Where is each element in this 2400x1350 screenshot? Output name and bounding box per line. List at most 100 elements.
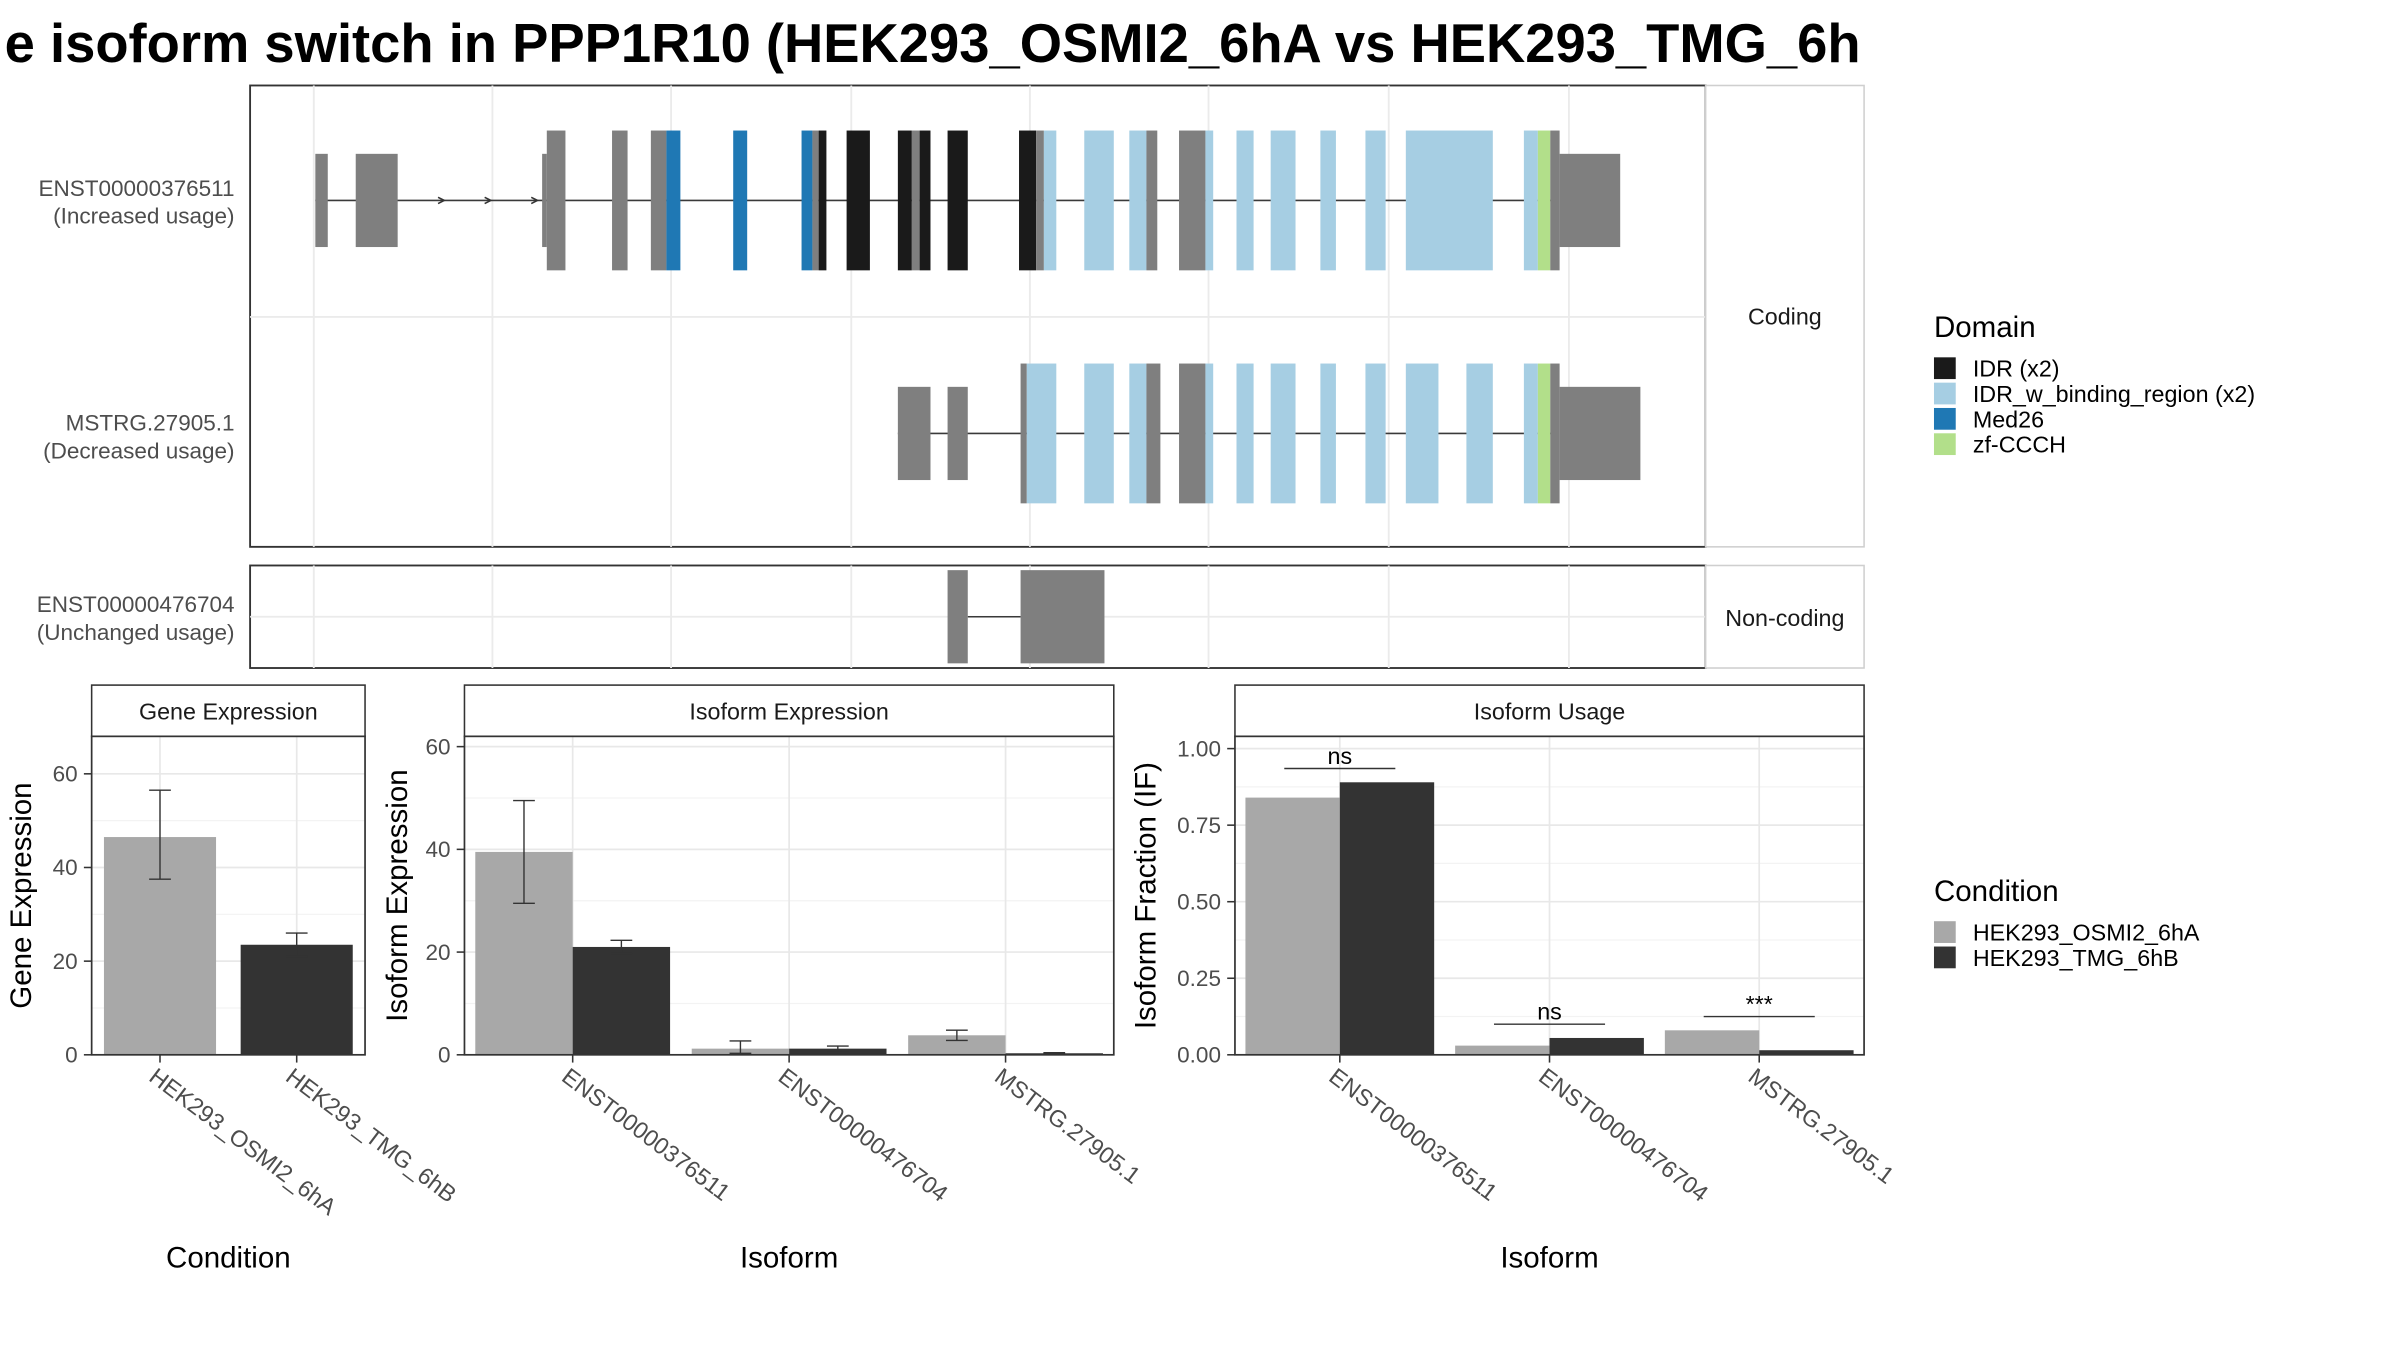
x-tick-label: ENST00000376511 <box>557 1063 735 1206</box>
legend-label-IDR: IDR (x2) <box>1973 356 2060 382</box>
panel-title: Isoform Usage <box>1474 698 1625 724</box>
x-axis-title: Isoform <box>1500 1242 1598 1275</box>
exon-block <box>1559 386 1641 481</box>
domain-block-IDR <box>947 130 968 271</box>
y-tick-label: 40 <box>425 837 450 862</box>
exon-block <box>1550 363 1560 504</box>
legend-label-IDR_w_binding_region: IDR_w_binding_region (x2) <box>1973 381 2255 407</box>
facet-label-noncoding: Non-coding <box>1725 605 1844 631</box>
domain-block-IDR_w_binding_region <box>1320 363 1336 504</box>
exon-block <box>1146 363 1161 504</box>
legend-swatch-cond1 <box>1933 921 1956 943</box>
x-tick-label: MSTRG.27905.1 <box>1744 1063 1899 1189</box>
bar-ENST00000476704-HEK293_OSMI2_6hA <box>1455 1045 1550 1055</box>
y-tick-label: 0.75 <box>1177 813 1221 838</box>
domain-block-IDR_w_binding_region <box>1084 363 1114 504</box>
condition-legend-title: Condition <box>1934 875 2059 908</box>
legend-swatch-zf-CCCH <box>1933 433 1956 456</box>
exon-block <box>612 130 628 271</box>
isoform-usage-chart: Isoform Usage ns ENST00000376511 ns ENST0000… <box>1130 684 1899 1275</box>
strand-arrow <box>484 196 493 205</box>
isoform-label-ENST00000376511: ENST00000376511 <box>38 176 234 201</box>
domain-block-IDR_w_binding_region <box>1129 130 1147 271</box>
exon-block <box>1020 363 1027 504</box>
domain-legend-title: Domain <box>1934 311 2036 344</box>
x-tick-label: MSTRG.27905.1 <box>990 1063 1145 1189</box>
domain-block-IDR_w_binding_region <box>1523 130 1538 271</box>
domain-block-IDR_w_binding_region <box>1466 363 1493 504</box>
y-tick-label: 60 <box>425 734 450 759</box>
exon-block <box>1179 130 1206 271</box>
domain-block-IDR_w_binding_region <box>1043 130 1057 271</box>
domain-block-IDR <box>818 130 827 271</box>
exon-block <box>546 130 566 271</box>
figure-title: e isoform switch in PPP1R10 (HEK293_OSMI… <box>5 13 1861 74</box>
significance-label: *** <box>1746 991 1773 1017</box>
domain-block-IDR_w_binding_region <box>1405 363 1439 504</box>
isoform-usage-ENST00000476704: (Unchanged usage) <box>37 620 235 645</box>
y-tick-label: 0.00 <box>1177 1043 1221 1068</box>
exon-block <box>1036 130 1044 271</box>
bar-MSTRG.27905.1-HEK293_OSMI2_6hA <box>908 1035 1006 1055</box>
isoform-usage-ENST00000376511: (Increased usage) <box>53 204 234 229</box>
x-tick-label: ENST00000476704 <box>774 1063 953 1207</box>
domain-block-IDR_w_binding_region <box>1205 130 1214 271</box>
bar-MSTRG.27905.1-HEK293_TMG_6hB <box>1759 1050 1854 1055</box>
bar-ENST00000376511-HEK293_TMG_6hB <box>572 946 671 1055</box>
exon-block <box>1559 153 1621 248</box>
exon-block <box>1146 130 1158 271</box>
domain-block-Med26 <box>666 130 681 271</box>
isoform-label-ENST00000476704: ENST00000476704 <box>37 592 235 617</box>
isoform-label-MSTRG.27905.1: MSTRG.27905.1 <box>66 410 235 435</box>
significance-label: ns <box>1537 999 1562 1025</box>
bar-HEK293_TMG_6hB <box>240 944 353 1055</box>
exon-block <box>947 386 968 481</box>
isoform-track-ENST00000376511 <box>315 130 1621 271</box>
legend-swatch-IDR_w_binding_region <box>1933 382 1956 405</box>
domain-block-IDR_w_binding_region <box>1320 130 1336 271</box>
bar-ENST00000476704-HEK293_TMG_6hB <box>1549 1037 1644 1055</box>
y-axis-title: Gene Expression <box>5 782 38 1008</box>
exon-block <box>1179 363 1206 504</box>
x-tick-label: ENST00000476704 <box>1534 1063 1713 1207</box>
exon-block <box>315 153 328 248</box>
isoform-track-MSTRG.27905.1 <box>897 363 1641 504</box>
domain-block-IDR_w_binding_region <box>1270 130 1296 271</box>
isoform-labels: ENST00000376511 (Increased usage) MSTRG.… <box>37 176 235 645</box>
panel-border <box>90 735 366 1056</box>
x-axis-title: Condition <box>166 1242 291 1275</box>
panel-strip <box>90 684 366 738</box>
legend-label-zf-CCCH: zf-CCCH <box>1973 432 2066 458</box>
domain-block-IDR <box>846 130 870 271</box>
legend-label-Med26: Med26 <box>1973 406 2044 432</box>
y-tick-label: 0.50 <box>1177 889 1221 914</box>
domain-block-zf-CCCH <box>1537 130 1551 271</box>
structure-panel-coding: Coding <box>249 84 1865 548</box>
domain-block-Med26 <box>733 130 748 271</box>
structure-panel-noncoding: Non-coding <box>249 564 1865 669</box>
panel-title: Isoform Expression <box>689 698 888 724</box>
y-axis-title: Isoform Expression <box>381 769 414 1021</box>
strand-arrow <box>437 196 447 205</box>
exon-block <box>897 386 931 481</box>
domain-block-IDR_w_binding_region <box>1523 363 1538 504</box>
domain-block-IDR <box>897 130 912 271</box>
y-tick-label: 20 <box>425 940 450 965</box>
y-tick-label: 60 <box>53 762 78 787</box>
domain-block-IDR_w_binding_region <box>1236 363 1254 504</box>
bar-MSTRG.27905.1-HEK293_OSMI2_6hA <box>1664 1030 1760 1055</box>
strand-arrow <box>530 196 540 205</box>
domain-block-IDR_w_binding_region <box>1365 130 1386 271</box>
domain-block-IDR_w_binding_region <box>1270 363 1296 504</box>
panel-border <box>1234 735 1865 1056</box>
legend-label-HEK293_TMG_6hB: HEK293_TMG_6hB <box>1973 945 2179 971</box>
bar-ENST00000376511-HEK293_OSMI2_6hA <box>1245 797 1340 1055</box>
legend-swatch-Med26 <box>1933 407 1956 430</box>
domain-block-zf-CCCH <box>1537 363 1551 504</box>
x-tick-label: ENST00000376511 <box>1324 1063 1502 1206</box>
y-tick-label: 1.00 <box>1177 736 1221 761</box>
exon-block <box>650 130 667 271</box>
y-axis-title: Isoform Fraction (IF) <box>1130 762 1163 1029</box>
